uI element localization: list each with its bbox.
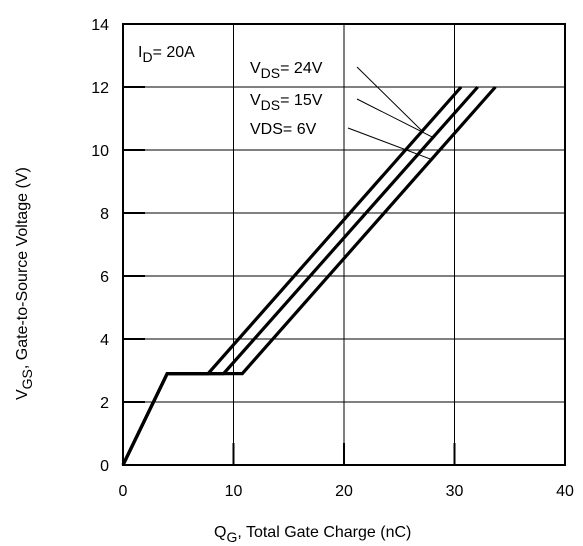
tick-marks — [122, 23, 566, 466]
series-label-15v: VDS= 15V — [250, 92, 323, 113]
series-layer — [121, 85, 497, 466]
series-label-6v: VDS= 6V — [250, 121, 317, 138]
leader-line-15v — [356, 98, 434, 138]
x-tick-label: 0 — [119, 483, 128, 500]
y-tick-label: 10 — [91, 143, 109, 160]
leader-line-24v — [356, 66, 423, 132]
y-tick-label: 6 — [100, 269, 109, 286]
y-axis-label: VGS, Gate-to-Source Voltage (V) — [14, 167, 35, 400]
grid-lines — [123, 24, 565, 465]
x-tick-label: 30 — [446, 483, 464, 500]
series-label-24v: VDS= 24V — [250, 60, 323, 81]
y-tick-label: 0 — [100, 458, 109, 475]
x-tick-label: 40 — [556, 483, 574, 500]
x-axis-label: QG, Total Gate Charge (nC) — [214, 524, 411, 545]
y-tick-label: 14 — [91, 17, 109, 34]
series-line-6v — [121, 85, 497, 466]
x-tick-label: 20 — [335, 483, 353, 500]
condition-label: ID= 20A — [138, 44, 195, 65]
x-tick-label: 10 — [225, 483, 243, 500]
y-tick-label: 8 — [100, 206, 109, 223]
leader-line-6v — [347, 127, 432, 160]
y-tick-label: 2 — [100, 395, 109, 412]
x-tick-labels: 0 10 20 30 40 — [119, 483, 574, 500]
y-tick-label: 4 — [100, 332, 109, 349]
y-tick-label: 12 — [91, 80, 109, 97]
y-tick-labels: 0 2 4 6 8 10 12 14 — [91, 17, 109, 475]
label-leader-lines — [347, 66, 434, 160]
